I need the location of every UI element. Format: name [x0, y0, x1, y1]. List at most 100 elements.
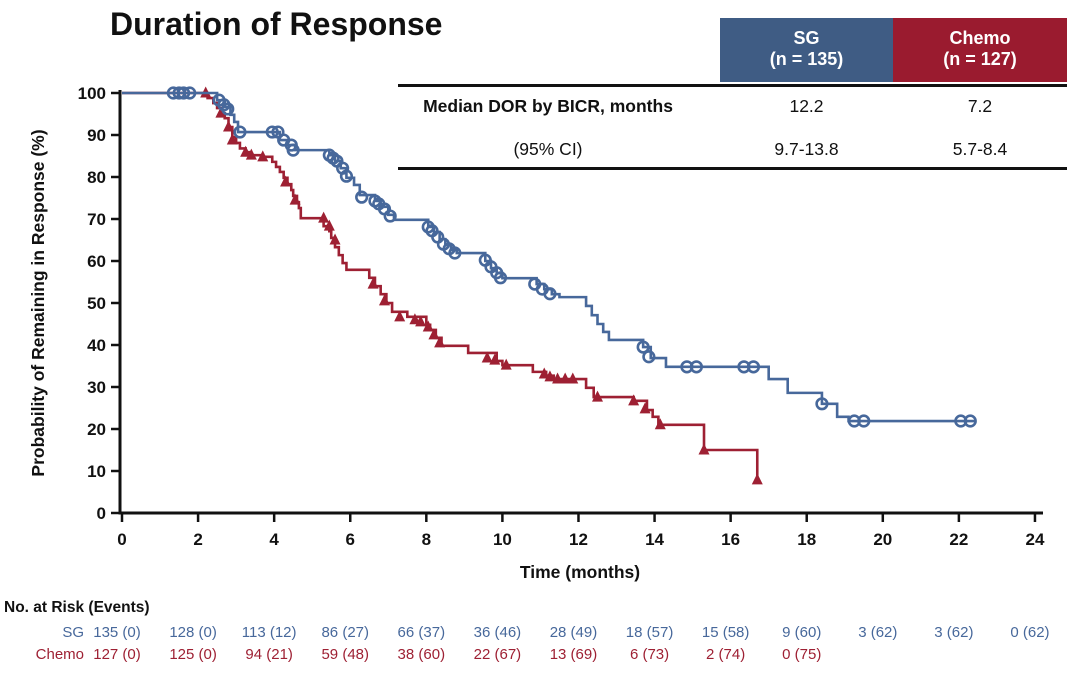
risk-value: 128 (0) [169, 624, 217, 641]
risk-value: 0 (62) [1010, 624, 1050, 641]
y-axis-label: Probability of Remaining in Response (%) [28, 129, 48, 476]
ci-row-label: (95% CI) [513, 139, 583, 159]
y-tick-label: 80 [87, 168, 106, 187]
censor-mark-circle [636, 340, 650, 354]
x-tick-label: 4 [269, 530, 279, 549]
censor-mark-circle [286, 143, 300, 157]
censor-mark-circle [233, 125, 247, 139]
censor-mark-circle [339, 169, 354, 183]
censor-mark-triangle [552, 372, 564, 384]
x-tick-label: 20 [873, 530, 892, 549]
censor-mark-triangle [280, 175, 292, 187]
censor-mark-triangle [428, 328, 440, 340]
censor-mark-circle [746, 360, 761, 374]
risk-value: 127 (0) [93, 646, 141, 663]
risk-value: 113 (12) [241, 624, 297, 641]
censor-mark-triangle [240, 145, 252, 157]
censor-mark-circle [265, 125, 279, 139]
risk-table-title: No. at Risk (Events) [4, 599, 150, 616]
risk-value: 86 (27) [321, 624, 369, 641]
risk-value: 2 (74) [706, 646, 746, 663]
censor-mark-triangle [538, 367, 550, 379]
censor-mark-triangle [434, 336, 446, 348]
risk-row-chemo: Chemo 127 (0) 125 (0) 94 (21) 59 (48) 38 (60… [0, 646, 1080, 666]
x-tick-label: 8 [422, 530, 431, 549]
risk-value: 3 (62) [934, 624, 974, 641]
sg-column-header: SG (n = 135) [720, 18, 893, 82]
censor-mark-triangle [223, 120, 235, 132]
y-tick-label: 100 [78, 84, 106, 103]
risk-value: 22 (67) [473, 646, 522, 663]
censor-mark-triangle [639, 402, 651, 414]
stat-table-bottom-rule [398, 167, 1067, 170]
censor-mark-triangle [329, 233, 341, 245]
risk-row-chemo-label: Chemo [35, 646, 84, 663]
risk-value: 94 (21) [245, 646, 293, 663]
x-tick-label: 6 [346, 530, 355, 549]
median-dor-chemo-value: 7.2 [967, 96, 993, 116]
censor-mark-triangle [489, 353, 501, 365]
censor-mark-circle [689, 360, 704, 374]
censor-mark-circle [383, 209, 397, 223]
censor-mark-circle [815, 397, 829, 411]
risk-row-sg-label: SG [62, 624, 84, 641]
risk-value: 36 (46) [473, 624, 522, 641]
censor-mark-triangle [257, 150, 269, 162]
x-tick-label: 14 [645, 530, 664, 549]
censor-mark-triangle [323, 219, 335, 231]
x-tick-label: 10 [493, 530, 512, 549]
risk-value: 15 (58) [701, 624, 750, 641]
risk-row-sg: SG 135 (0) 128 (0) 113 (12) 86 (27) 66 (37) 3… [0, 624, 1080, 644]
risk-value: 6 (73) [629, 646, 670, 663]
censor-mark-circle [493, 271, 508, 285]
censor-mark-triangle [544, 370, 556, 382]
x-tick-label: 2 [193, 530, 202, 549]
censor-mark-triangle [654, 418, 666, 430]
risk-value: 38 (60) [397, 646, 446, 663]
y-tick-label: 10 [87, 462, 106, 481]
censor-mark-triangle [367, 277, 379, 289]
risk-value: 0 (75) [782, 646, 822, 663]
chemo-column-header: Chemo (n = 127) [893, 18, 1067, 82]
y-tick-label: 60 [87, 252, 106, 271]
censor-mark-triangle [415, 315, 427, 327]
censor-mark-triangle [628, 394, 640, 406]
stat-table-top-rule [398, 84, 1067, 87]
censor-mark-triangle [215, 106, 227, 118]
censor-mark-triangle [245, 148, 257, 160]
censor-mark-circle [421, 220, 435, 234]
censor-mark-circle [355, 190, 369, 204]
censor-mark-triangle [422, 320, 434, 332]
risk-value: 13 (69) [549, 646, 598, 663]
sg-column-n: (n = 135) [769, 49, 844, 69]
censor-mark-triangle [592, 390, 603, 402]
risk-value: 28 (49) [549, 624, 598, 641]
censor-mark-circle [183, 86, 197, 100]
x-axis-label: Time (months) [520, 562, 640, 582]
risk-value: 135 (0) [93, 624, 141, 641]
y-tick-label: 20 [87, 420, 106, 439]
chemo-column-n: (n = 127) [943, 49, 1017, 69]
x-tick-label: 18 [797, 530, 816, 549]
sg-column-name: SG [793, 28, 820, 48]
median-dor-row-label: Median DOR by BICR, months [423, 96, 673, 116]
censor-mark-circle [177, 86, 191, 100]
risk-value: 9 (60) [782, 624, 822, 641]
censor-mark-circle [857, 414, 871, 428]
censor-mark-triangle [394, 310, 406, 322]
censor-mark-triangle [289, 193, 301, 205]
censor-mark-triangle [481, 351, 493, 363]
censor-mark-circle [543, 287, 557, 301]
censor-mark-triangle [500, 358, 512, 370]
chart-title: Duration of Response [110, 6, 443, 42]
censor-mark-circle [448, 246, 462, 260]
ci-chemo-value: 5.7-8.4 [952, 139, 1008, 159]
x-tick-label: 16 [721, 530, 740, 549]
censor-mark-triangle [318, 211, 330, 223]
risk-value: 3 (62) [858, 624, 898, 641]
x-tick-label: 24 [1025, 530, 1044, 549]
risk-value: 59 (48) [321, 646, 369, 663]
y-tick-label: 70 [87, 210, 106, 229]
censor-mark-triangle [698, 443, 710, 455]
